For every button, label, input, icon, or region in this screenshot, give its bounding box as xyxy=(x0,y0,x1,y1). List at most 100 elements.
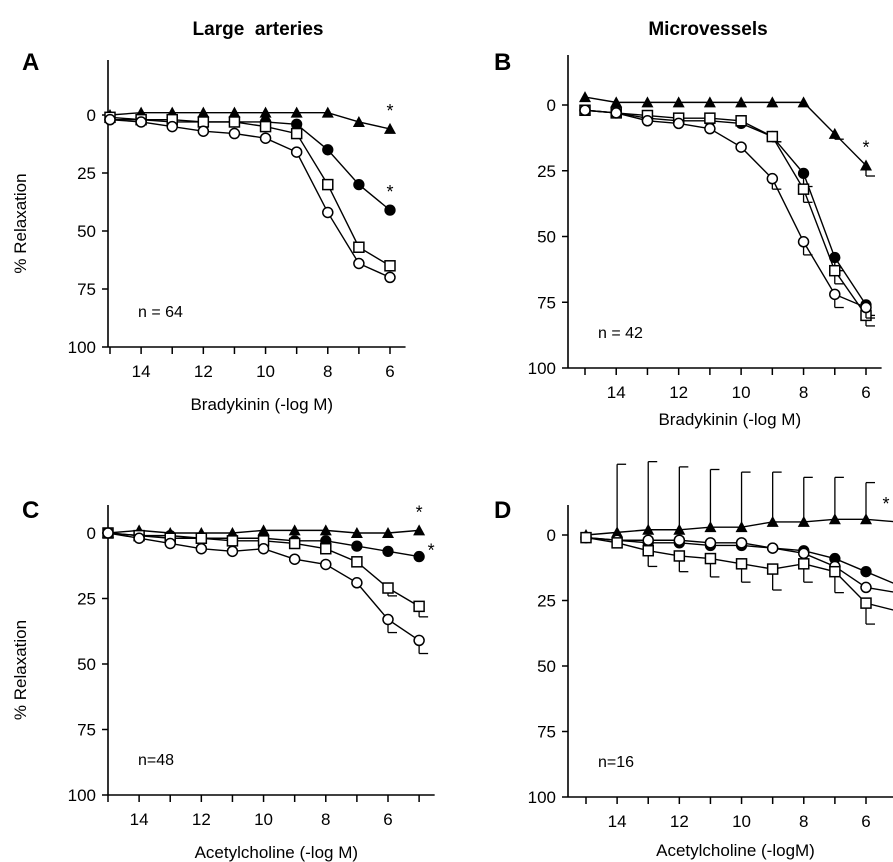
panel-letter: A xyxy=(22,49,39,76)
marker-open-circle xyxy=(290,146,303,158)
marker-open-circle xyxy=(164,537,176,550)
significance-star: * xyxy=(386,101,393,121)
y-tick-label: 50 xyxy=(537,228,556,247)
significance-star: * xyxy=(862,137,869,157)
marker-open-square xyxy=(384,260,396,272)
marker-filled-triangle xyxy=(828,127,841,139)
y-tick-label: 25 xyxy=(77,164,96,183)
panel-letter: B xyxy=(494,49,511,76)
significance-star: * xyxy=(428,541,435,561)
y-tick-label: 100 xyxy=(528,788,556,807)
y-tick-label: 0 xyxy=(87,524,96,543)
y-tick-label: 0 xyxy=(547,526,556,545)
marker-filled-circle xyxy=(797,167,810,180)
x-tick-label: 10 xyxy=(256,362,275,381)
marker-open-circle xyxy=(382,613,394,626)
marker-filled-triangle xyxy=(228,106,241,118)
marker-open-square xyxy=(704,112,716,124)
x-axis-label: Acetylcholine (-logM) xyxy=(656,841,815,860)
marker-open-square xyxy=(320,542,332,555)
x-tick-label: 8 xyxy=(799,812,808,831)
marker-open-circle xyxy=(257,542,270,555)
marker-open-circle xyxy=(320,558,332,571)
marker-filled-triangle xyxy=(735,521,748,533)
series-open-circle xyxy=(104,113,396,284)
marker-open-square xyxy=(413,600,425,613)
x-tick-label: 12 xyxy=(669,383,688,402)
marker-filled-triangle xyxy=(797,96,810,108)
series-line xyxy=(109,118,391,279)
marker-open-square xyxy=(322,178,334,191)
marker-filled-circle xyxy=(353,178,365,191)
marker-open-square xyxy=(829,264,841,277)
panel-letter: D xyxy=(494,497,511,524)
marker-open-circle xyxy=(672,117,685,130)
y-tick-label: 25 xyxy=(537,592,556,611)
marker-filled-triangle xyxy=(673,523,686,535)
x-tick-label: 8 xyxy=(799,383,808,402)
n-label: n = 64 xyxy=(138,304,183,321)
marker-filled-triangle xyxy=(290,106,303,118)
series-filled-triangle: * xyxy=(579,91,875,177)
marker-open-circle xyxy=(166,120,178,133)
x-axis-label: Bradykinin (-log M) xyxy=(658,410,801,429)
panel-b: B 0 25 50 75 100 14 12 10 8 6 Bradykinin (-log M) n … xyxy=(494,49,882,429)
marker-filled-triangle xyxy=(766,515,779,527)
marker-filled-circle xyxy=(384,204,396,216)
marker-open-square xyxy=(259,120,272,133)
marker-filled-triangle xyxy=(766,96,779,108)
x-tick-label: 10 xyxy=(732,812,751,831)
marker-open-square xyxy=(735,115,747,127)
marker-open-circle xyxy=(860,301,872,314)
y-tick-label: 75 xyxy=(77,721,96,740)
marker-filled-triangle xyxy=(259,106,272,118)
x-tick-label: 10 xyxy=(732,383,751,402)
marker-open-circle xyxy=(322,206,334,219)
series-filled-triangle: * xyxy=(104,101,396,134)
marker-filled-triangle xyxy=(384,122,396,134)
marker-filled-triangle xyxy=(288,524,301,536)
marker-filled-circle xyxy=(860,566,872,578)
series-open-square xyxy=(102,527,429,618)
marker-open-square xyxy=(288,537,301,550)
x-tick-label: 6 xyxy=(861,383,870,402)
marker-filled-triangle xyxy=(350,527,363,538)
marker-open-circle xyxy=(735,537,748,549)
marker-open-circle xyxy=(133,532,145,544)
marker-filled-triangle xyxy=(610,96,623,108)
marker-filled-triangle xyxy=(828,513,841,525)
x-axis-label: Acetylcholine (-log M) xyxy=(195,843,358,862)
marker-filled-triangle xyxy=(579,91,591,103)
panel-a: A 0 25 50 75 100 14 12 10 8 6 Bradykinin (-log M) % … xyxy=(11,49,406,414)
marker-filled-triangle xyxy=(860,513,872,525)
x-tick-label: 12 xyxy=(192,810,211,829)
marker-filled-triangle xyxy=(352,115,365,127)
series-open-square xyxy=(580,531,893,625)
marker-filled-triangle xyxy=(797,515,810,527)
marker-open-circle xyxy=(610,107,622,119)
series-line xyxy=(110,118,391,211)
marker-open-circle xyxy=(384,271,396,284)
y-tick-label: 75 xyxy=(537,293,556,312)
y-tick-label: 100 xyxy=(528,359,556,378)
y-axis-label: % Relaxation xyxy=(11,620,30,720)
marker-open-square xyxy=(228,116,241,128)
marker-open-square xyxy=(353,241,365,253)
marker-filled-triangle xyxy=(642,523,655,535)
marker-open-circle xyxy=(704,537,717,549)
marker-open-circle xyxy=(413,634,425,647)
x-tick-label: 6 xyxy=(861,812,870,831)
marker-open-square xyxy=(829,565,841,578)
marker-open-circle xyxy=(226,545,239,558)
x-tick-label: 12 xyxy=(670,812,689,831)
marker-open-square xyxy=(611,537,623,549)
y-tick-label: 25 xyxy=(537,162,556,181)
marker-open-square xyxy=(197,116,210,128)
y-axis-label: % Relaxation xyxy=(11,173,30,273)
marker-open-square xyxy=(642,544,654,557)
marker-filled-circle xyxy=(351,540,363,552)
y-tick-label: 75 xyxy=(537,723,556,742)
y-tick-label: 50 xyxy=(537,657,556,676)
marker-open-circle xyxy=(797,236,810,248)
